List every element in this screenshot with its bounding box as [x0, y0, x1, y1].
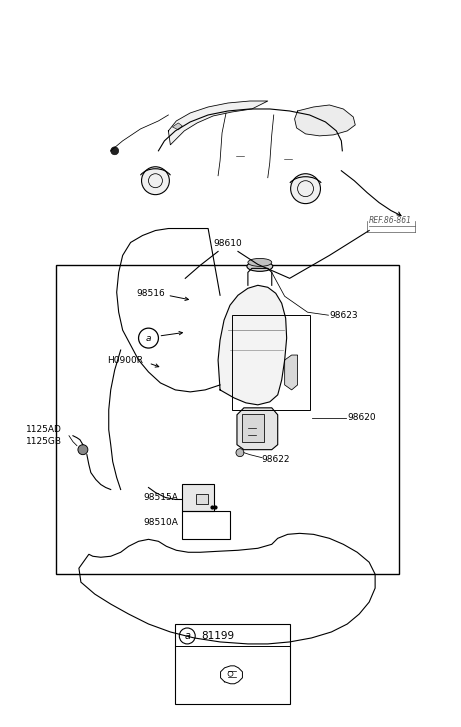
Text: 98515A: 98515A	[143, 494, 178, 502]
Ellipse shape	[248, 258, 272, 266]
Bar	[182, 511, 230, 539]
Text: 1125GB: 1125GB	[26, 437, 62, 446]
Circle shape	[78, 445, 88, 454]
Circle shape	[142, 166, 169, 195]
Circle shape	[290, 174, 320, 204]
Text: 81199: 81199	[201, 631, 234, 641]
Text: a: a	[184, 631, 190, 641]
Polygon shape	[168, 101, 268, 145]
Circle shape	[236, 449, 244, 457]
Bar	[196, 494, 208, 505]
Bar	[242, 414, 264, 442]
Bar	[182, 483, 214, 511]
Polygon shape	[218, 285, 287, 405]
Circle shape	[111, 147, 118, 155]
Bar	[232, 316, 309, 410]
Ellipse shape	[247, 262, 273, 271]
Text: 98622: 98622	[262, 455, 290, 464]
Text: a: a	[146, 334, 151, 342]
Text: 98510A: 98510A	[143, 518, 178, 527]
Text: H0900R: H0900R	[107, 356, 143, 364]
Polygon shape	[285, 355, 298, 390]
Text: 98610: 98610	[213, 239, 242, 249]
Text: 98620: 98620	[347, 413, 376, 422]
Bar	[56, 265, 399, 574]
Polygon shape	[172, 123, 182, 130]
Text: 98623: 98623	[330, 310, 358, 320]
Polygon shape	[237, 408, 278, 450]
Bar	[175, 624, 290, 704]
Text: 98516: 98516	[136, 289, 165, 298]
Text: 1125AD: 1125AD	[26, 425, 62, 434]
Text: REF.86-861: REF.86-861	[369, 215, 412, 225]
Polygon shape	[295, 105, 355, 136]
